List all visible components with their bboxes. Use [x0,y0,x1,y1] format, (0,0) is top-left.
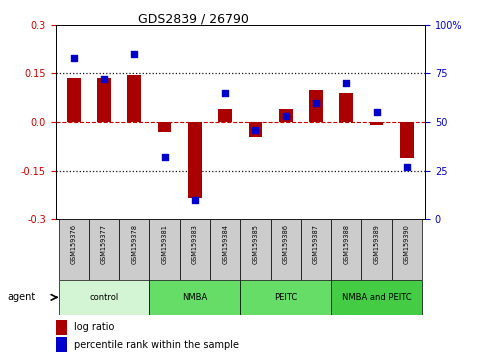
Bar [361,219,392,280]
Point [130,51,138,57]
Bar [158,122,171,132]
Point [161,154,169,160]
Bar [58,280,149,315]
Point [252,127,259,133]
Text: GSM159387: GSM159387 [313,224,319,264]
Text: GSM159377: GSM159377 [101,224,107,264]
Bar [392,219,422,280]
Bar [340,93,353,122]
Bar [331,219,361,280]
Bar [89,219,119,280]
Text: GSM159381: GSM159381 [162,224,168,264]
Bar [149,219,180,280]
Bar [249,122,262,137]
Bar [128,75,141,122]
Bar [56,337,67,352]
Point [70,55,78,61]
Text: PEITC: PEITC [274,293,298,302]
Bar [149,280,241,315]
Text: percentile rank within the sample: percentile rank within the sample [74,340,239,350]
Text: GSM159388: GSM159388 [343,224,349,264]
Point [100,76,108,82]
Text: control: control [89,293,119,302]
Bar [370,122,384,125]
Text: GSM159383: GSM159383 [192,224,198,264]
Bar [180,219,210,280]
Bar [241,280,331,315]
Text: GSM159385: GSM159385 [253,224,258,264]
Bar [188,122,202,198]
Text: log ratio: log ratio [74,322,114,332]
Text: GSM159386: GSM159386 [283,224,289,264]
Bar [301,219,331,280]
Text: GSM159390: GSM159390 [404,224,410,264]
Text: agent: agent [7,292,35,302]
Point [373,110,381,115]
Point [191,197,199,203]
Bar [56,320,67,335]
Bar [67,78,81,122]
Point [282,113,290,119]
Text: GSM159378: GSM159378 [131,224,137,264]
Bar [210,219,241,280]
Bar [270,219,301,280]
Bar [119,219,149,280]
Text: GDS2839 / 26790: GDS2839 / 26790 [138,12,249,25]
Bar [218,109,232,122]
Point [221,90,229,96]
Text: GSM159384: GSM159384 [222,224,228,264]
Bar [241,219,270,280]
Text: GSM159389: GSM159389 [373,224,380,264]
Point [403,164,411,170]
Point [342,80,350,86]
Bar [279,109,293,122]
Text: GSM159376: GSM159376 [71,224,77,264]
Bar [331,280,422,315]
Point [312,100,320,105]
Bar [400,122,413,158]
Text: NMBA: NMBA [182,293,208,302]
Bar [97,78,111,122]
Bar [58,219,89,280]
Text: NMBA and PEITC: NMBA and PEITC [342,293,412,302]
Bar [309,90,323,122]
